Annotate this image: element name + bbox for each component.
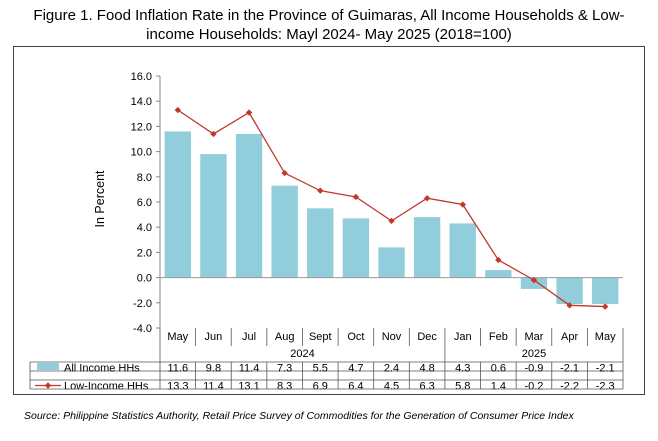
data-label-low-income: 6.3 [419, 381, 434, 393]
bar-all-income [556, 277, 583, 305]
bar-all-income [413, 217, 441, 278]
y-tick-label: 0.0 [137, 273, 152, 285]
y-tick-label: -4.0 [133, 323, 152, 335]
year-label: 2024 [290, 348, 314, 360]
marker-low-income [388, 217, 395, 225]
y-tick-label: 10.0 [131, 147, 152, 159]
x-tick-label: Apr [561, 331, 578, 343]
data-label-low-income: 6.9 [313, 381, 328, 393]
bar-all-income [235, 133, 263, 278]
x-tick-label: Jul [242, 331, 256, 343]
bar-all-income [592, 277, 619, 305]
legend-swatch-all-income [37, 363, 59, 370]
data-label-all-income: 4.7 [348, 363, 363, 375]
marker-low-income [317, 187, 324, 194]
marker-low-income [495, 256, 502, 264]
x-tick-label: Oct [347, 331, 364, 343]
x-tick-label: Jan [454, 331, 472, 343]
data-label-low-income: 8.3 [277, 381, 292, 393]
data-label-all-income: 2.4 [384, 363, 399, 375]
data-label-low-income: 11.4 [203, 381, 224, 393]
y-tick-label: 2.0 [137, 247, 152, 259]
x-tick-label: May [167, 331, 188, 343]
y-tick-label: 6.0 [137, 197, 152, 209]
chart-frame [13, 46, 645, 395]
source-note: Source: Philippine Statistics Authority,… [24, 410, 574, 422]
bar-all-income [307, 208, 334, 278]
y-tick-label: 16.0 [131, 71, 152, 83]
data-label-all-income: -0.9 [524, 363, 543, 375]
marker-low-income [530, 276, 538, 284]
marker-low-income [245, 109, 253, 116]
chart-title: Figure 1. Food Inflation Rate in the Pro… [0, 6, 658, 44]
data-label-all-income: 11.6 [168, 363, 189, 375]
bar-all-income [449, 223, 476, 278]
data-label-all-income: 4.3 [455, 363, 470, 375]
data-label-low-income: -0.2 [524, 381, 543, 393]
data-label-all-income: -2.1 [596, 363, 615, 375]
data-label-low-income: 4.5 [384, 381, 399, 393]
marker-low-income [281, 169, 288, 177]
data-label-all-income: 11.4 [239, 363, 260, 375]
marker-low-income [352, 193, 360, 201]
year-label: 2025 [522, 348, 546, 360]
data-label-all-income: 0.6 [491, 363, 506, 375]
legend-marker-low-income [44, 382, 52, 389]
data-label-all-income: 5.5 [313, 363, 328, 375]
marker-low-income [210, 130, 217, 138]
bar-all-income [485, 270, 512, 278]
y-tick-label: -2.0 [133, 298, 152, 310]
x-tick-label: Jun [205, 331, 223, 343]
data-label-low-income: 13.3 [167, 381, 188, 393]
legend-label-low-income: Low-Income HHs [64, 381, 149, 393]
x-tick-label: Dec [417, 331, 437, 343]
chart-title-line-1: Figure 1. Food Inflation Rate in the Pro… [33, 7, 625, 24]
bar-all-income [378, 247, 405, 278]
data-label-all-income: -2.1 [560, 363, 579, 375]
y-tick-label: 4.0 [137, 222, 152, 234]
x-tick-label: Nov [382, 331, 402, 343]
legend-label-all-income: All Income HHs [64, 363, 140, 375]
data-label-low-income: 5.8 [455, 381, 470, 393]
bar-all-income [200, 154, 227, 278]
marker-low-income [459, 201, 466, 208]
data-label-low-income: -2.2 [560, 381, 579, 393]
x-tick-label: Feb [489, 331, 508, 343]
chart-title-line-2: income Households: Mayl 2024- May 2025 (… [146, 26, 512, 43]
marker-low-income [174, 106, 182, 114]
y-tick-label: 12.0 [131, 121, 152, 133]
data-label-low-income: -2.3 [596, 381, 615, 393]
bar-all-income [342, 218, 370, 278]
bar-all-income [271, 185, 298, 278]
x-tick-label: May [595, 331, 616, 343]
data-label-all-income: 4.8 [419, 363, 434, 375]
y-tick-label: 8.0 [137, 172, 152, 184]
y-axis-label: In Percent [93, 170, 107, 228]
data-label-low-income: 13.1 [238, 381, 259, 393]
bar-all-income [164, 131, 191, 278]
y-tick-label: 14.0 [131, 96, 152, 108]
marker-low-income [566, 302, 573, 309]
data-label-low-income: 6.4 [348, 381, 363, 393]
x-tick-label: Aug [275, 331, 295, 343]
data-label-low-income: 1.4 [491, 381, 506, 393]
x-tick-label: Mar [524, 331, 543, 343]
data-label-all-income: 7.3 [277, 363, 292, 375]
marker-low-income [423, 195, 431, 202]
marker-low-income [601, 303, 609, 310]
x-tick-label: Sept [309, 331, 332, 343]
data-label-all-income: 9.8 [206, 363, 221, 375]
